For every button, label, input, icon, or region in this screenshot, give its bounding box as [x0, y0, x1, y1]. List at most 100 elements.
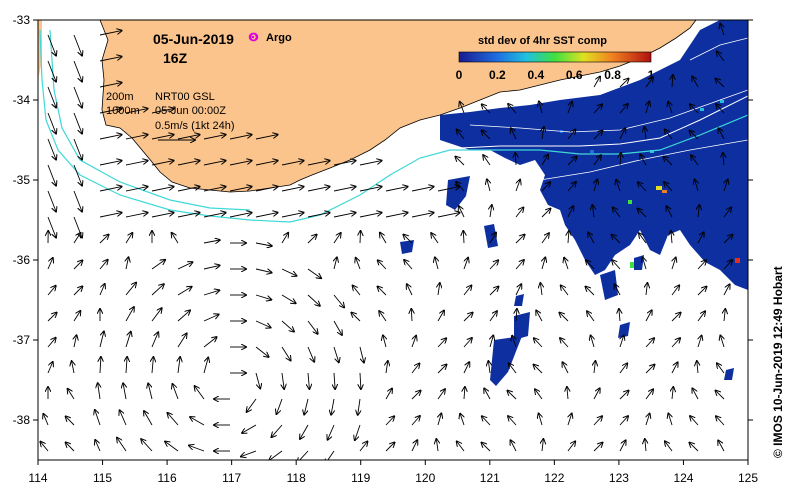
- current-vector: [333, 294, 344, 307]
- current-vector: [663, 157, 673, 166]
- current-vector: [333, 346, 339, 362]
- current-vector: [73, 138, 82, 160]
- current-vector: [168, 413, 179, 426]
- current-vector: [125, 187, 148, 192]
- current-vector: [359, 442, 367, 452]
- current-vector: [507, 391, 517, 400]
- current-vector: [482, 131, 491, 140]
- current-vector: [489, 287, 499, 296]
- current-vector: [73, 233, 81, 244]
- current-vector: [385, 443, 395, 452]
- current-vector: [123, 383, 126, 400]
- current-vector: [460, 102, 465, 114]
- current-vector: [255, 320, 271, 328]
- current-vector: [723, 284, 730, 296]
- current-vector: [698, 205, 699, 218]
- x-tick-label: 115: [93, 471, 112, 485]
- current-vector: [331, 398, 334, 415]
- current-vector: [407, 284, 413, 296]
- sst-patch-10: [724, 368, 734, 380]
- current-vector: [645, 365, 655, 374]
- current-vector: [47, 190, 56, 212]
- current-vector: [229, 135, 252, 140]
- current-vector: [66, 442, 75, 452]
- current-vector: [126, 357, 127, 374]
- y-tick-label: -36: [13, 253, 31, 267]
- current-vector: [455, 157, 465, 166]
- current-vector: [671, 231, 672, 244]
- current-vector: [515, 153, 516, 166]
- current-vector: [68, 389, 75, 400]
- current-vector: [353, 286, 361, 296]
- current-vector: [281, 233, 288, 244]
- current-vector: [619, 79, 629, 88]
- current-vector: [47, 112, 56, 134]
- current-vector: [638, 209, 647, 218]
- current-vector: [672, 75, 673, 88]
- current-vector: [120, 410, 127, 426]
- current-vector: [95, 440, 101, 452]
- current-vector: [100, 357, 101, 374]
- current-vector: [437, 365, 447, 374]
- current-vector: [691, 155, 699, 166]
- current-vector: [334, 372, 335, 389]
- current-vector: [431, 233, 439, 244]
- current-vector: [559, 313, 569, 322]
- current-vector: [73, 86, 82, 108]
- x-tick-label: 122: [544, 471, 564, 485]
- product-label: NRT00 GSL: [155, 91, 215, 103]
- current-vector: [535, 389, 543, 400]
- current-vector: [360, 372, 361, 389]
- current-vector: [586, 260, 595, 270]
- current-vector: [359, 346, 364, 363]
- current-vector: [720, 24, 724, 36]
- current-vector: [719, 128, 725, 140]
- current-vector: [690, 104, 699, 114]
- current-vector: [671, 285, 679, 296]
- current-vector: [385, 213, 408, 218]
- current-vector: [47, 34, 56, 56]
- current-vector: [619, 363, 627, 374]
- current-vector: [307, 213, 330, 218]
- current-vector: [229, 161, 252, 166]
- current-vector: [117, 438, 127, 452]
- current-vector: [560, 338, 569, 348]
- plot-frame: [37, 19, 749, 461]
- current-vector: [619, 440, 626, 452]
- current-vector: [668, 102, 672, 114]
- current-vector: [482, 416, 491, 426]
- current-vector: [716, 391, 725, 400]
- current-vector: [99, 31, 122, 36]
- current-vector: [542, 127, 544, 140]
- current-vector: [645, 389, 653, 400]
- current-vector: [73, 164, 82, 186]
- current-vector: [125, 109, 148, 114]
- current-vector: [593, 77, 600, 88]
- current-vector: [723, 235, 733, 244]
- current-vector: [47, 362, 53, 374]
- current-vector: [586, 287, 595, 296]
- current-vector: [177, 135, 200, 140]
- current-vector: [151, 332, 158, 348]
- current-vector: [99, 332, 104, 348]
- current-vector: [255, 269, 272, 273]
- current-vector: [360, 231, 361, 244]
- current-vector: [151, 308, 162, 322]
- current-vector: [73, 260, 82, 270]
- current-vector: [615, 284, 621, 296]
- current-vector: [620, 336, 624, 348]
- current-vector: [411, 391, 421, 400]
- current-vector: [534, 338, 543, 348]
- current-vector: [304, 398, 309, 415]
- current-vector: [255, 213, 278, 218]
- current-vector: [99, 260, 108, 270]
- current-vector: [47, 164, 56, 186]
- current-vector: [695, 180, 698, 192]
- current-vector: [697, 287, 707, 296]
- current-vector: [564, 258, 568, 270]
- current-vector: [99, 57, 122, 62]
- current-vector: [668, 414, 672, 426]
- current-vector: [717, 51, 725, 62]
- current-vector: [255, 346, 269, 357]
- current-vector: [561, 285, 569, 296]
